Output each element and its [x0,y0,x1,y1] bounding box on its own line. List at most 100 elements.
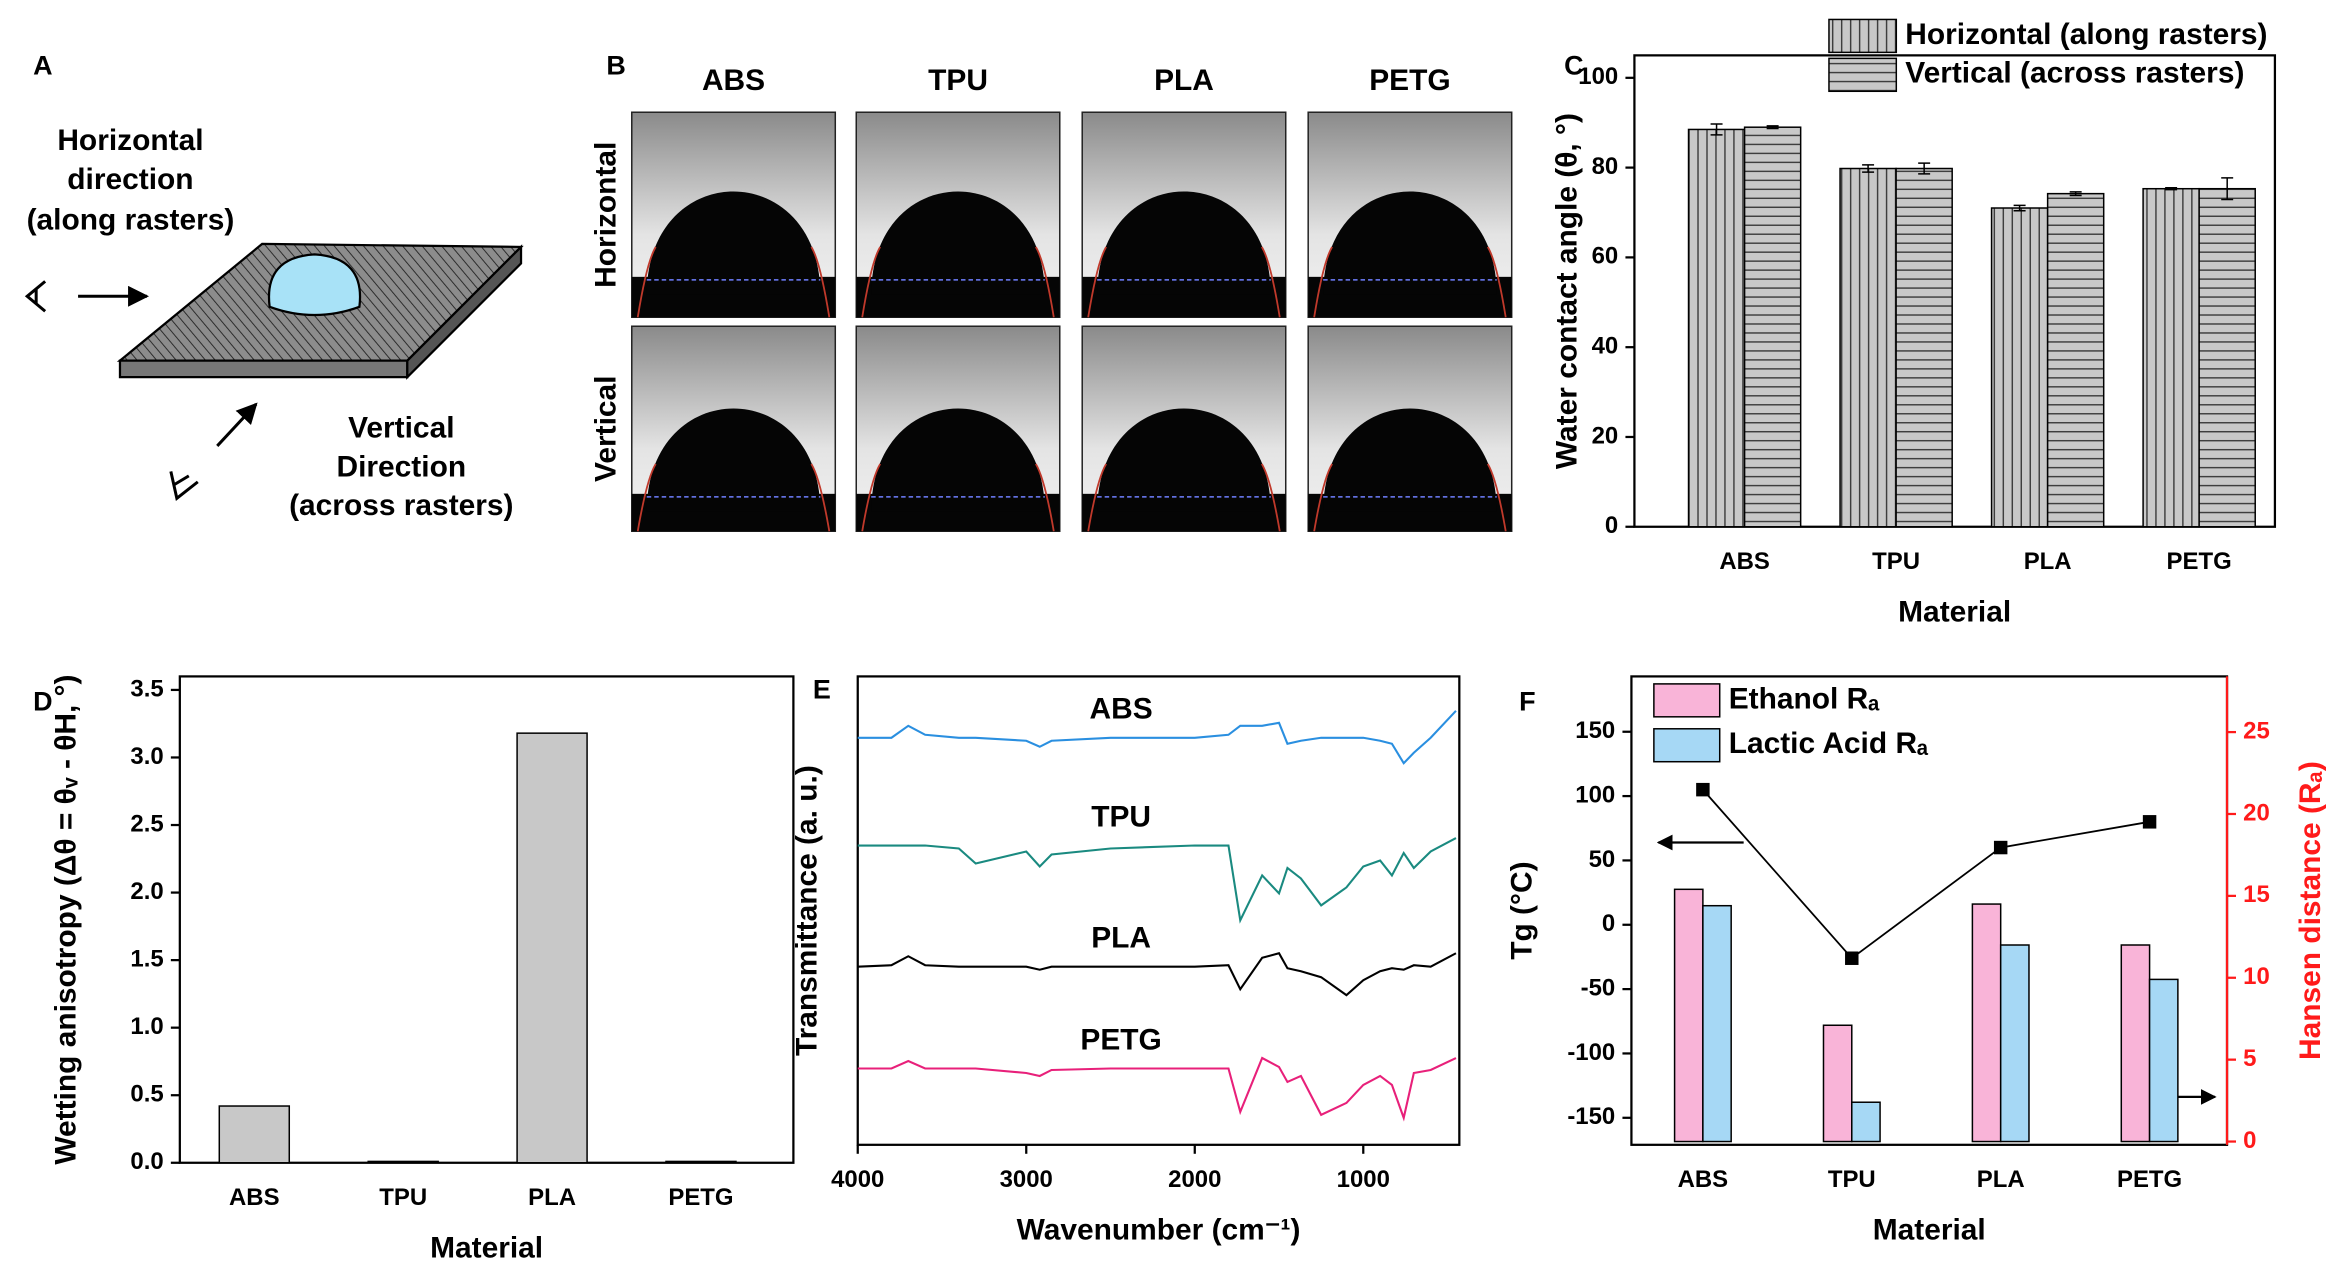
series-label: ABS [1090,693,1153,726]
schematic-label: direction [67,163,193,196]
droplet-profile [1323,408,1497,512]
y-axis-label: Water contact angle (θ, °) [1550,113,1583,469]
y-tick-label: 5 [2243,1045,2256,1072]
error-bar [1918,162,1931,175]
y-tick-label: 150 [1575,717,1615,744]
y-tick-label: -50 [1581,974,1616,1001]
arrow-vertical [216,402,258,447]
plate-side [406,244,523,380]
y-tick-label: 20 [2243,799,2270,826]
x-tick-label: TPU [379,1184,427,1211]
x-tick-label: ABS [1678,1166,1729,1193]
row-label: Horizontal [590,142,623,288]
droplet-image [1081,111,1287,319]
spectrum-line [857,952,1457,997]
bar [1673,888,1704,1143]
y-tick-label: 80 [1592,153,1619,180]
contour-fit [1313,246,1507,318]
y-tick-label: 50 [1589,846,1616,873]
axis-frame [856,675,1461,1146]
bar [2148,978,2179,1143]
spectrum-line [857,837,1457,924]
y-tick-label: 20 [1592,422,1619,449]
y-tick-label: 40 [1592,333,1619,360]
schematic-label: Vertical [348,411,454,444]
y-axis-label: Transmittance (a. u.) [790,765,823,1056]
marker [1845,951,1859,965]
error-bar [2165,187,2178,191]
x-tick-label: 3000 [1000,1166,1053,1193]
bar [1743,126,1802,528]
y-tick-label: 0 [2243,1127,2256,1154]
droplet-profile [1097,408,1271,512]
bar [1702,904,1732,1143]
axis-frame [178,675,795,1164]
eye-vertical [169,471,199,501]
y-tick-label: 0.5 [130,1081,163,1108]
x-tick-label: PETG [668,1184,733,1211]
axis-frame [1633,54,2277,528]
bar [1839,167,1897,528]
y-tick-label: 10 [2243,963,2270,990]
bar [218,1105,291,1164]
contour-fit [861,246,1055,318]
x-tick-label: 2000 [1168,1166,1221,1193]
x-tick-label: TPU [1872,548,1920,575]
y-tick-label: 100 [1575,781,1615,808]
legend-swatch [1828,57,1898,93]
y-axis-label: Wetting anisotropy (Δθ = θᵥ - θH, °) [50,674,83,1164]
series-label: PLA [1091,922,1151,955]
legend-swatch [1828,18,1898,54]
x-tick-label: PLA [1977,1166,2025,1193]
droplet-image [1081,325,1287,533]
column-label: PLA [1154,64,1214,97]
schematic-label: (across rasters) [289,489,513,522]
contour-fit [1313,463,1507,532]
error-bar [1766,125,1779,130]
droplet-image [631,111,837,319]
y-tick-label: 25 [2243,717,2270,744]
legend-label: Lactic Acid Rₐ [1729,727,1929,760]
contour-fit [861,463,1055,532]
bar [1999,944,2030,1143]
x-axis-label: Material [1898,595,2011,628]
y-tick-label: 100 [1578,63,1618,90]
eye-horizontal [24,280,47,313]
series-label: PETG [1080,1023,1161,1056]
droplet-profile [871,191,1045,295]
error-bar [1862,164,1875,173]
y-axis-label: Tg (°C) [1506,861,1539,959]
panel-label: F [1519,686,1535,716]
y-tick-label: 3.0 [130,743,163,770]
x-tick-label: PETG [2167,548,2232,575]
legend-label: Horizontal (along rasters) [1905,18,2267,51]
legend-label: Ethanol Rₐ [1729,682,1881,715]
series-label: TPU [1091,800,1151,833]
error-bar [2013,204,2026,212]
y-tick-label: -150 [1567,1103,1615,1130]
contour-fit [1087,246,1281,318]
x-tick-label: ABS [1719,548,1770,575]
droplet [267,253,362,317]
bar [2046,192,2105,528]
x-tick-label: PLA [2024,548,2072,575]
column-label: ABS [702,64,765,97]
x-axis-label: Material [430,1231,543,1264]
y-tick-label: -100 [1567,1039,1615,1066]
panel-label: E [813,674,831,704]
bar [1895,167,1953,528]
schematic [24,242,524,501]
y-tick-label: 0 [1605,512,1618,539]
droplet-image [1307,325,1513,533]
bar [2198,187,2256,528]
marker [1696,782,1710,797]
y-tick-label: 15 [2243,881,2270,908]
x-tick-label: PETG [2117,1166,2182,1193]
droplet-image [631,325,837,533]
row-label: Vertical [590,376,623,482]
legend-swatch [1653,728,1721,763]
panel-label: D [33,686,52,716]
legend-swatch [1653,683,1721,718]
bar [2142,187,2200,528]
